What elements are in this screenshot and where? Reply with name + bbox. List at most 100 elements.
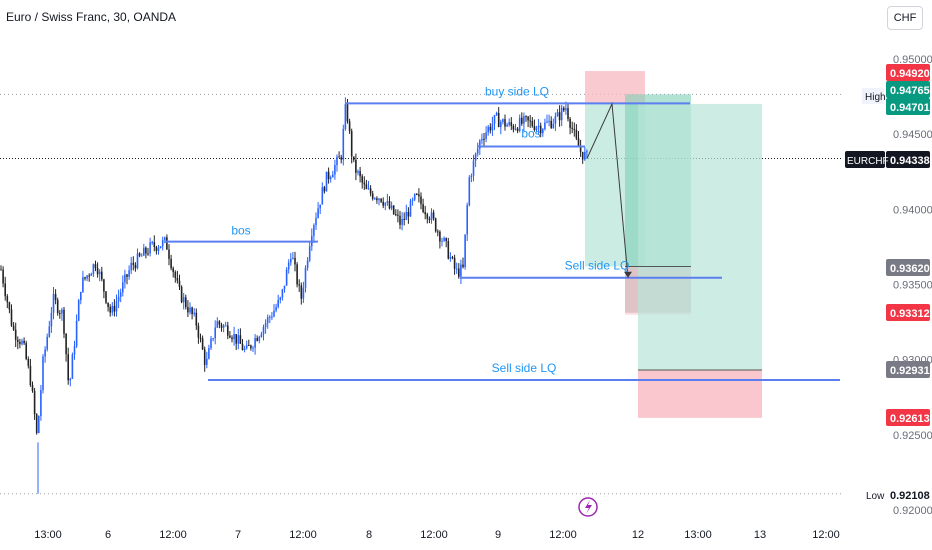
candle-body — [521, 117, 523, 124]
level-annotation: bos — [521, 126, 540, 140]
candle-body — [573, 128, 576, 130]
x-tick-label: 13:00 — [34, 529, 62, 541]
x-tick-label: 13:00 — [684, 529, 712, 541]
candle-body — [329, 177, 332, 180]
candle-body — [458, 268, 460, 277]
candle-body — [266, 317, 269, 324]
candle-body — [395, 214, 397, 216]
x-tick-label: 12 — [632, 529, 644, 541]
candle-body — [432, 212, 435, 219]
candle-body — [73, 346, 76, 355]
candle-body — [92, 264, 95, 274]
candle-body — [203, 349, 206, 365]
candle-body — [411, 199, 414, 201]
candle-body — [0, 269, 2, 271]
candle-body — [161, 240, 164, 247]
candle-body — [317, 208, 319, 218]
candle-body — [21, 340, 23, 345]
candle-body — [107, 302, 109, 308]
candle-body — [96, 267, 99, 275]
candle-body — [575, 129, 578, 139]
candle-body — [548, 120, 550, 122]
candle-body — [147, 253, 149, 255]
candle-body — [44, 349, 46, 357]
candle-body — [518, 117, 521, 132]
price-label: 0.94338 — [890, 155, 930, 167]
candle-body — [8, 302, 11, 310]
candle-body — [241, 343, 244, 351]
candle-body — [199, 337, 202, 339]
price-label-prefix: Low — [866, 491, 885, 502]
candle-body — [285, 269, 288, 286]
candle-body — [19, 341, 21, 345]
candle-body — [313, 225, 315, 236]
price-label: 0.94765 — [890, 85, 930, 97]
candle-body — [191, 307, 193, 315]
candle-body — [6, 296, 9, 303]
candle-body — [237, 335, 240, 344]
y-tick-label: 0.94000 — [893, 204, 932, 216]
candle-body — [115, 301, 118, 312]
price-label: 0.92931 — [890, 365, 930, 377]
candle-body — [277, 299, 279, 307]
candle-body — [214, 327, 216, 339]
candle-body — [222, 325, 225, 328]
candle-body — [48, 326, 51, 337]
candle-body — [182, 297, 185, 303]
candle-body — [416, 193, 418, 195]
price-label-bg — [886, 409, 930, 426]
candle-body — [138, 253, 141, 256]
x-tick-label: 12:00 — [289, 529, 317, 541]
candle-body — [292, 257, 294, 259]
candle-body — [71, 354, 74, 379]
price-label: 0.93620 — [890, 263, 930, 275]
candle-body — [2, 269, 4, 284]
candle-body — [577, 138, 580, 147]
candle-body — [185, 297, 187, 308]
candle-body — [86, 275, 88, 279]
candle-body — [338, 156, 340, 158]
candle-body — [187, 307, 189, 313]
candle-body — [235, 334, 237, 344]
candle-body — [151, 242, 153, 244]
x-tick-label: 7 — [235, 529, 241, 541]
candle-body — [315, 217, 317, 226]
candle-body — [481, 138, 483, 141]
candle-body — [178, 280, 181, 287]
candle-body — [371, 193, 374, 199]
candle-body — [134, 264, 137, 269]
price-label: 0.93312 — [890, 308, 930, 320]
candle-body — [491, 123, 494, 131]
candle-body — [565, 108, 567, 111]
candle-body — [321, 187, 324, 205]
price-label: 0.92613 — [890, 413, 930, 425]
candle-body — [493, 115, 496, 124]
candle-body — [145, 247, 147, 254]
candle-body — [350, 131, 353, 157]
candle-body — [319, 204, 321, 209]
candle-body — [542, 129, 544, 134]
candle-body — [17, 339, 19, 342]
candle-body — [449, 257, 452, 259]
candle-body — [25, 343, 27, 360]
candle-body — [558, 112, 561, 121]
currency-button[interactable]: CHF — [887, 6, 923, 30]
candle-body — [359, 171, 361, 177]
candle-body — [124, 274, 126, 283]
candle-body — [392, 205, 395, 215]
candle-body — [283, 285, 286, 290]
candle-body — [197, 325, 200, 338]
candle-body — [248, 345, 250, 347]
candle-body — [556, 112, 559, 117]
candle-body — [510, 122, 513, 126]
candle-body — [65, 333, 67, 355]
candle-body — [14, 329, 17, 340]
x-tick-label: 12:00 — [159, 529, 187, 541]
projected-path — [586, 102, 629, 278]
candle-body — [506, 124, 508, 127]
candle-body — [353, 156, 355, 160]
candle-body — [132, 262, 135, 265]
x-tick-label: 12:00 — [812, 529, 840, 541]
candle-body — [382, 201, 384, 206]
